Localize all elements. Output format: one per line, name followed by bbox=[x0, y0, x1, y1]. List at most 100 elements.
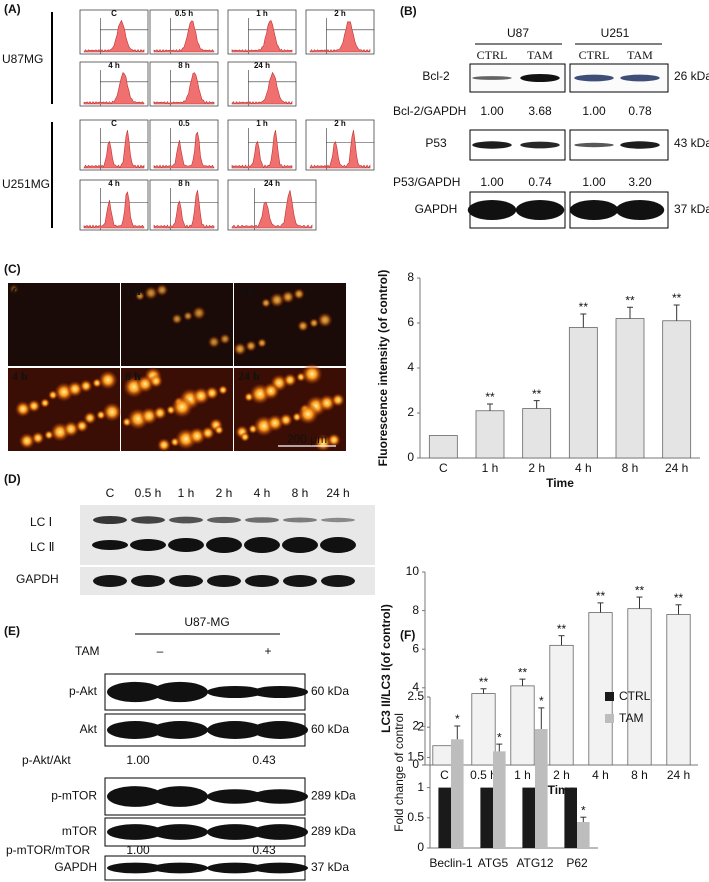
ratio-value: 1.00 bbox=[480, 175, 504, 189]
molecular-weight: 43 kDa bbox=[674, 136, 709, 150]
molecular-weight: 26 kDa bbox=[674, 69, 709, 83]
blot-label: p-mTOR bbox=[51, 789, 97, 803]
significance-mark: ** bbox=[625, 293, 635, 307]
histogram-frame bbox=[149, 61, 219, 107]
bar bbox=[493, 751, 506, 848]
cell-signal bbox=[153, 406, 167, 420]
lane-label: CTRL bbox=[477, 48, 508, 62]
cell-line: U251 bbox=[601, 26, 630, 40]
cell-signal bbox=[135, 291, 145, 301]
cell-signal bbox=[201, 426, 215, 440]
lane-label: 0.5 h bbox=[135, 486, 162, 500]
blot-band bbox=[520, 74, 560, 82]
lane-label: CTRL bbox=[579, 48, 610, 62]
panel-label: (E) bbox=[4, 624, 20, 638]
blot-label: Akt bbox=[80, 722, 98, 736]
lane-label: 1 h bbox=[178, 486, 195, 500]
bar bbox=[428, 435, 458, 459]
ratio-value: 3.68 bbox=[528, 104, 552, 118]
cell-signal bbox=[233, 342, 247, 356]
lane-label: C bbox=[106, 486, 115, 500]
histogram-title: 0.5 h bbox=[175, 9, 193, 18]
lane-label: – bbox=[157, 644, 164, 658]
treatment-label: TAM bbox=[75, 644, 99, 658]
y-tick-label: 6 bbox=[412, 641, 419, 655]
bar bbox=[568, 327, 598, 459]
blot-band bbox=[467, 200, 517, 220]
histogram-frame bbox=[227, 119, 297, 171]
image-label: 24 h bbox=[238, 369, 260, 383]
cell-signal bbox=[27, 399, 41, 413]
lane-label: 24 h bbox=[326, 486, 349, 500]
significance-mark: * bbox=[497, 730, 502, 744]
blot-band bbox=[93, 575, 127, 587]
histogram-frame bbox=[149, 119, 219, 171]
blot-band bbox=[107, 824, 163, 840]
x-tick-label: 4 h bbox=[575, 461, 592, 475]
x-tick-label: C bbox=[439, 461, 448, 475]
cell-signal bbox=[261, 298, 271, 308]
blot-label: GAPDH bbox=[54, 860, 97, 874]
cell-signal bbox=[218, 385, 228, 395]
image-label: 2 h bbox=[238, 284, 254, 298]
blot-band bbox=[283, 517, 317, 523]
y-tick-label: 1.5 bbox=[407, 750, 424, 764]
cell-signal bbox=[9, 284, 19, 294]
bar bbox=[480, 787, 493, 848]
histogram-frame bbox=[227, 61, 297, 107]
blot-band bbox=[152, 786, 208, 807]
bar bbox=[471, 693, 496, 766]
blot-band bbox=[245, 575, 279, 587]
image-label: 8 h bbox=[125, 369, 141, 383]
blot-band bbox=[472, 76, 512, 80]
cell-signal bbox=[171, 396, 193, 418]
blot-band bbox=[520, 141, 560, 149]
histogram-frame bbox=[305, 119, 375, 171]
x-tick-label: Beclin-1 bbox=[429, 856, 473, 870]
ratio-value: 0.43 bbox=[252, 753, 276, 767]
scale-bar-label: 200 μm bbox=[287, 432, 327, 446]
y-axis-title: Fold change of control bbox=[392, 713, 406, 832]
lane-label: TAM bbox=[627, 48, 653, 62]
blot-band bbox=[574, 142, 614, 148]
molecular-weight: 60 kDa bbox=[311, 722, 349, 736]
bar bbox=[662, 320, 692, 459]
blot-label: GAPDH bbox=[415, 202, 458, 216]
bar bbox=[510, 685, 535, 766]
ratio-label: p-mTOR/mTOR bbox=[6, 843, 91, 857]
significance-mark: ** bbox=[557, 622, 567, 636]
histogram-title: C bbox=[111, 9, 117, 18]
blot-band bbox=[92, 540, 128, 550]
cell-signal bbox=[98, 370, 118, 390]
blot-band bbox=[252, 721, 308, 739]
histogram bbox=[231, 130, 293, 169]
significance-mark: ** bbox=[672, 291, 682, 305]
y-tick-label: 0 bbox=[417, 840, 424, 854]
cell-signal bbox=[269, 292, 285, 308]
significance-mark: ** bbox=[518, 665, 528, 679]
histogram-frame bbox=[305, 9, 375, 55]
cell-signal bbox=[207, 335, 221, 349]
cell-signal bbox=[14, 400, 32, 418]
blot-frame bbox=[80, 505, 375, 565]
blot-label: mTOR bbox=[62, 824, 97, 838]
blot-band bbox=[252, 824, 308, 840]
significance-mark: * bbox=[539, 694, 544, 708]
blot-band bbox=[152, 721, 208, 739]
cell-signal bbox=[317, 312, 333, 328]
bar bbox=[522, 787, 535, 848]
legend-swatch bbox=[605, 714, 614, 723]
histogram-title: 8 h bbox=[178, 179, 190, 188]
bar bbox=[588, 612, 613, 766]
blot-label: P53 bbox=[425, 136, 447, 150]
x-tick-label: 1 h bbox=[514, 768, 531, 782]
bar bbox=[549, 644, 574, 766]
histogram bbox=[309, 130, 371, 169]
y-tick-label: 2 bbox=[407, 405, 414, 419]
cell-signal bbox=[309, 318, 319, 328]
histogram bbox=[231, 71, 293, 105]
histogram bbox=[231, 20, 293, 53]
histogram bbox=[153, 190, 215, 229]
cell-signal bbox=[79, 379, 93, 393]
blot-band bbox=[168, 538, 204, 552]
